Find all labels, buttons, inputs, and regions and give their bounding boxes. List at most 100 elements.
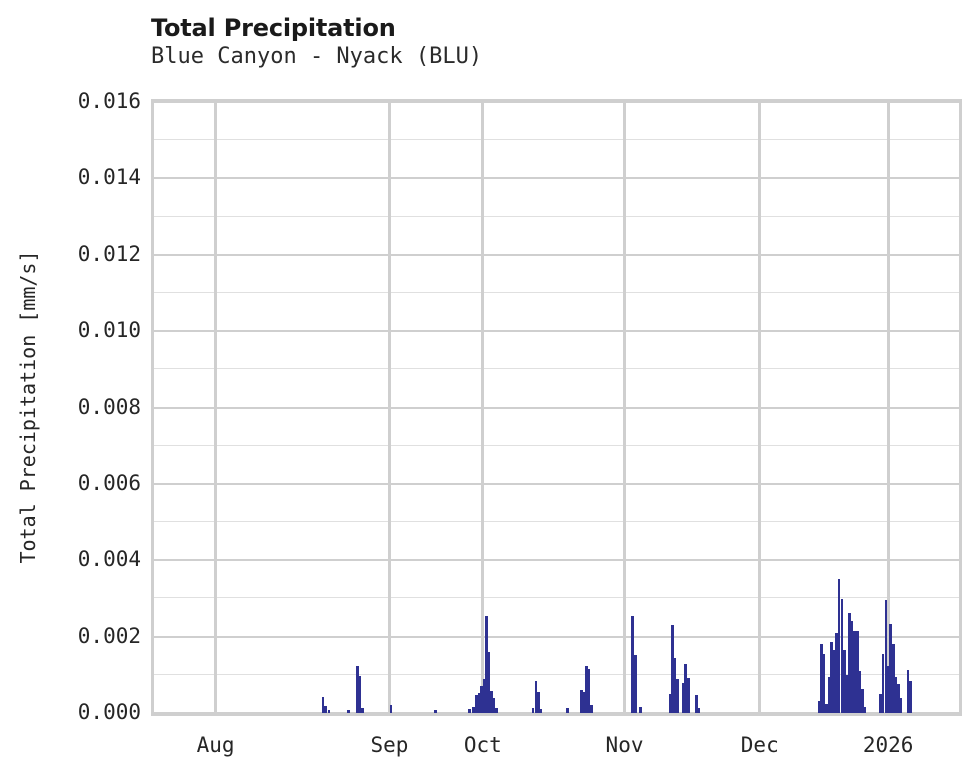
bar [673,658,677,713]
y-axis-tick: 0.010 [77,318,141,343]
bar [855,630,859,713]
chart-subtitle: Blue Canyon - Nyack (BLU) [151,44,483,69]
bar [671,625,674,713]
bar [477,693,481,713]
bar [835,632,839,713]
bar [850,620,854,713]
bar [840,599,844,713]
bar [356,665,359,713]
bar [487,651,491,713]
gridline-horizontal [154,482,959,485]
gridline-horizontal [154,712,959,713]
x-axis-tick: 2026 [862,733,914,757]
gridline-horizontal [154,406,959,409]
gridline-horizontal [154,330,959,333]
bar [480,686,484,713]
bar [587,669,591,713]
bar [825,703,828,713]
bar [485,616,488,713]
y-axis-tick: 0.016 [77,89,141,113]
bar [897,684,900,713]
gridline-vertical [387,102,391,713]
bar [830,641,833,713]
bar [681,683,685,713]
bar [686,677,690,713]
gridline-horizontal-minor [154,139,959,141]
bar [827,676,831,713]
plot-inner [154,102,959,713]
bar [631,616,634,713]
bar [531,708,535,713]
y-axis-tick: 0.008 [77,394,141,419]
bar [539,708,543,713]
gridline-horizontal [154,177,959,180]
gridline-horizontal-minor [154,521,959,523]
bar [566,708,569,713]
bar [863,707,867,713]
bar [639,707,642,713]
y-axis-tick: 0.002 [77,623,141,648]
x-axis-tick: Aug [196,733,235,757]
bar [347,709,350,713]
x-axis-tick: Nov [605,733,644,757]
gridline-vertical [623,102,627,713]
gridline-horizontal-minor [154,215,959,217]
bar [434,709,437,713]
y-axis-tick: 0.006 [77,470,141,495]
bar [475,695,478,713]
bar [853,630,856,713]
bar [889,624,892,713]
plot-area [151,99,962,716]
gridline-horizontal-minor [154,673,959,675]
bar [490,690,493,713]
bar [585,666,589,713]
y-axis-tick: 0.012 [77,241,141,266]
gridline-horizontal [154,253,959,256]
bar [697,707,700,713]
title-block: Total Precipitation Blue Canyon - Nyack … [151,14,851,72]
bar [361,708,364,713]
bar [492,697,496,713]
bar [861,688,864,713]
x-axis-tick: Dec [740,733,779,757]
bar [321,697,325,713]
x-axis-tick-labels: Aug Sep Oct Nov Dec 2026 [151,733,962,763]
gridline-horizontal [154,102,959,103]
bar [892,644,895,713]
bar [894,676,898,713]
bar [848,612,851,713]
bar [845,674,849,713]
bar [482,679,486,713]
bar [899,697,903,713]
bar [820,644,823,713]
bar [590,705,593,713]
bar [582,692,586,713]
bar [580,690,583,713]
gridline-horizontal-minor [154,444,959,446]
bar [327,710,331,713]
page-title: Total Precipitation [151,14,396,42]
bar [634,654,637,713]
y-axis-tick-labels: 0.000 0.002 0.004 0.006 0.008 0.010 0.012 0.014… [0,91,141,723]
bar [694,694,698,713]
bar [858,671,861,713]
gridline-horizontal [154,635,959,638]
bar [906,670,910,713]
bar [676,678,680,713]
bar [837,579,841,713]
gridline-horizontal [154,559,959,562]
gridline-horizontal-minor [154,368,959,370]
x-axis-tick: Sep [370,733,409,757]
bar [909,680,912,713]
y-axis-tick: 0.014 [77,165,141,190]
gridline-vertical [758,102,762,713]
bar [324,706,327,713]
x-axis-tick: Oct [463,733,502,757]
bar [495,708,498,713]
bar [668,693,672,713]
bar [886,666,890,713]
bar [537,691,540,713]
bar [817,700,821,713]
bar [822,654,826,713]
